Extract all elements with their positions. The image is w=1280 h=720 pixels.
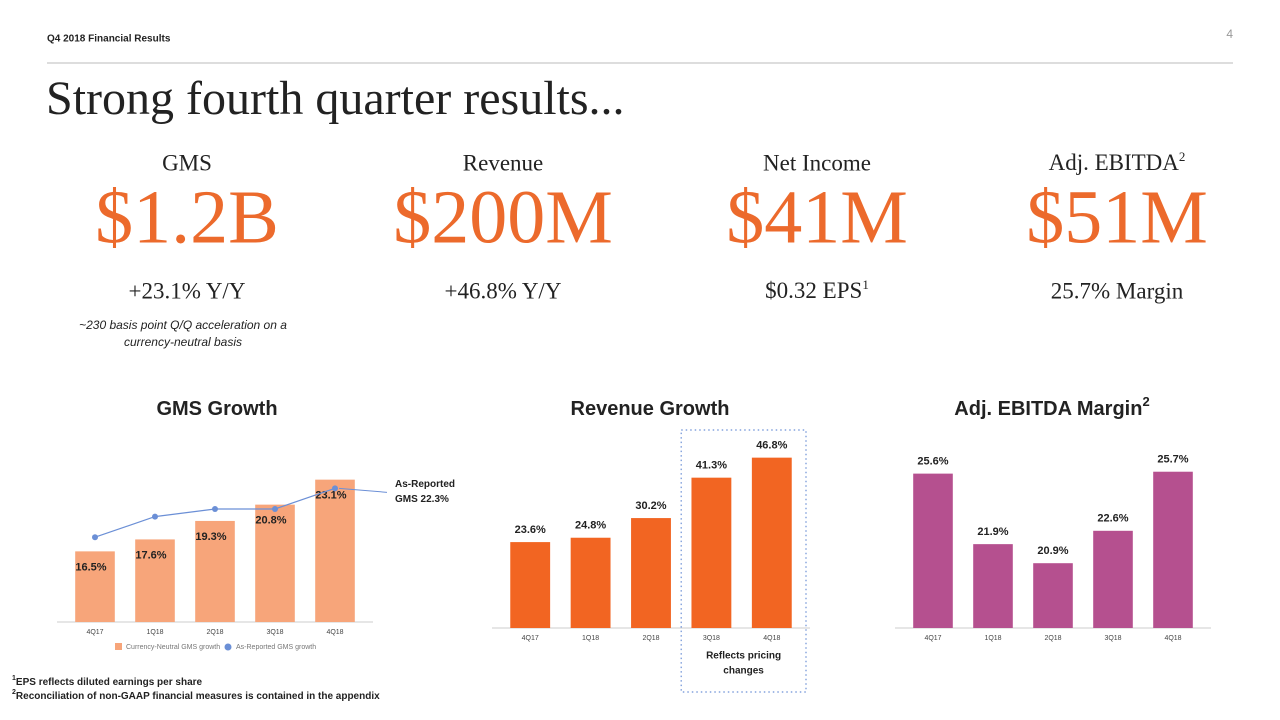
x-tick-label: 4Q18 <box>763 635 780 642</box>
kpi-note: ~230 basis point Q/Q acceleration on a <box>79 318 287 332</box>
value-label: 24.8% <box>575 520 606 532</box>
line-point <box>152 513 158 520</box>
legend-swatch <box>115 643 122 650</box>
kpi-value: $1.2B <box>95 175 279 259</box>
section-label: Q4 2018 Financial Results <box>47 34 171 45</box>
kpi-value: $41M <box>726 175 908 259</box>
value-label: 22.6% <box>1097 513 1128 525</box>
page-number: 4 <box>1226 27 1233 41</box>
kpi-detail-text: $0.32 EPS <box>765 278 862 303</box>
bar <box>570 537 611 628</box>
kpi-detail: 25.7% Margin <box>1051 278 1184 303</box>
superscript: 2 <box>1179 149 1186 164</box>
bar <box>631 518 671 628</box>
value-label: 17.6% <box>135 549 166 561</box>
superscript: 1 <box>862 277 869 292</box>
footnote: 2Reconciliation of non-GAAP financial me… <box>12 689 380 702</box>
value-label: 21.9% <box>977 526 1008 538</box>
bar <box>315 479 355 622</box>
bar <box>691 477 732 628</box>
chart-title: GMS Growth <box>156 398 277 420</box>
x-tick-label: 3Q18 <box>1104 635 1121 642</box>
x-tick-label: 2Q18 <box>1044 635 1061 642</box>
value-label: 46.8% <box>756 440 787 452</box>
value-label: 30.2% <box>635 500 666 512</box>
x-tick-label: 3Q18 <box>266 629 283 636</box>
kpi-value: $200M <box>393 175 613 259</box>
chart-title-text: Revenue Growth <box>571 398 730 420</box>
bar <box>913 473 953 628</box>
annotation: Reflects pricing <box>706 651 781 662</box>
line-point <box>212 505 218 512</box>
kpi-label: Adj. EBITDA2 <box>1049 149 1186 175</box>
x-tick-label: 4Q17 <box>86 629 103 636</box>
legend-label: Currency-Neutral GMS growth <box>126 644 220 651</box>
annotation-connector <box>338 487 388 493</box>
bar <box>1033 563 1073 628</box>
value-label: 23.1% <box>315 490 346 502</box>
bar <box>255 504 295 622</box>
footnote: 1EPS reflects diluted earnings per share <box>12 675 203 688</box>
chart-title-text: GMS Growth <box>156 398 277 420</box>
annotation: GMS 22.3% <box>395 494 449 505</box>
kpi-detail: +23.1% Y/Y <box>129 278 246 303</box>
x-tick-label: 4Q18 <box>1164 635 1181 642</box>
x-tick-label: 1Q18 <box>582 635 599 642</box>
kpi-detail: +46.8% Y/Y <box>445 278 562 303</box>
bar <box>1093 530 1133 628</box>
footnote-text: Reconciliation of non-GAAP financial mea… <box>16 691 380 702</box>
value-label: 16.5% <box>75 561 106 573</box>
bar <box>510 542 551 628</box>
value-label: 23.6% <box>515 524 546 536</box>
line-point <box>272 505 278 512</box>
x-tick-label: 4Q18 <box>326 629 343 636</box>
chart-title: Revenue Growth <box>571 398 730 420</box>
x-tick-label: 1Q18 <box>146 629 163 636</box>
annotation: changes <box>723 666 764 677</box>
bar <box>973 544 1013 628</box>
footnote-mark: 2 <box>12 689 16 696</box>
chart-title: Adj. EBITDA Margin2 <box>954 394 1149 420</box>
legend-label: As-Reported GMS growth <box>236 644 316 651</box>
kpi-label: GMS <box>162 150 212 175</box>
line-point <box>332 485 338 492</box>
value-label: 25.7% <box>1157 454 1188 466</box>
footnote-text: EPS reflects diluted earnings per share <box>16 677 203 688</box>
kpi-detail: $0.32 EPS1 <box>765 277 869 303</box>
value-label: 25.6% <box>917 456 948 468</box>
value-label: 20.9% <box>1037 545 1068 557</box>
kpi-note: currency-neutral basis <box>124 335 242 349</box>
line-point <box>92 534 98 541</box>
chart-title-text: Adj. EBITDA Margin <box>954 398 1142 420</box>
bar <box>751 457 792 628</box>
x-tick-label: 4Q17 <box>522 635 539 642</box>
slide-title: Strong fourth quarter results... <box>46 72 625 125</box>
kpi-value: $51M <box>1026 175 1208 259</box>
value-label: 41.3% <box>696 460 727 472</box>
kpi-label-text: Adj. EBITDA <box>1049 150 1180 175</box>
footnote-mark: 1 <box>12 675 16 682</box>
x-tick-label: 2Q18 <box>206 629 223 636</box>
bar <box>75 551 115 622</box>
kpi-label: Revenue <box>463 150 543 175</box>
x-tick-label: 4Q17 <box>924 635 941 642</box>
value-label: 19.3% <box>195 531 226 543</box>
x-tick-label: 2Q18 <box>642 635 659 642</box>
value-label: 20.8% <box>255 515 286 527</box>
bar <box>195 520 235 622</box>
superscript: 2 <box>1142 394 1149 409</box>
bar <box>1153 471 1193 628</box>
bar <box>135 539 175 622</box>
x-tick-label: 1Q18 <box>984 635 1001 642</box>
legend-swatch <box>224 643 232 651</box>
annotation: As-Reported <box>395 479 455 490</box>
kpi-label: Net Income <box>763 150 871 175</box>
x-tick-label: 3Q18 <box>703 635 720 642</box>
